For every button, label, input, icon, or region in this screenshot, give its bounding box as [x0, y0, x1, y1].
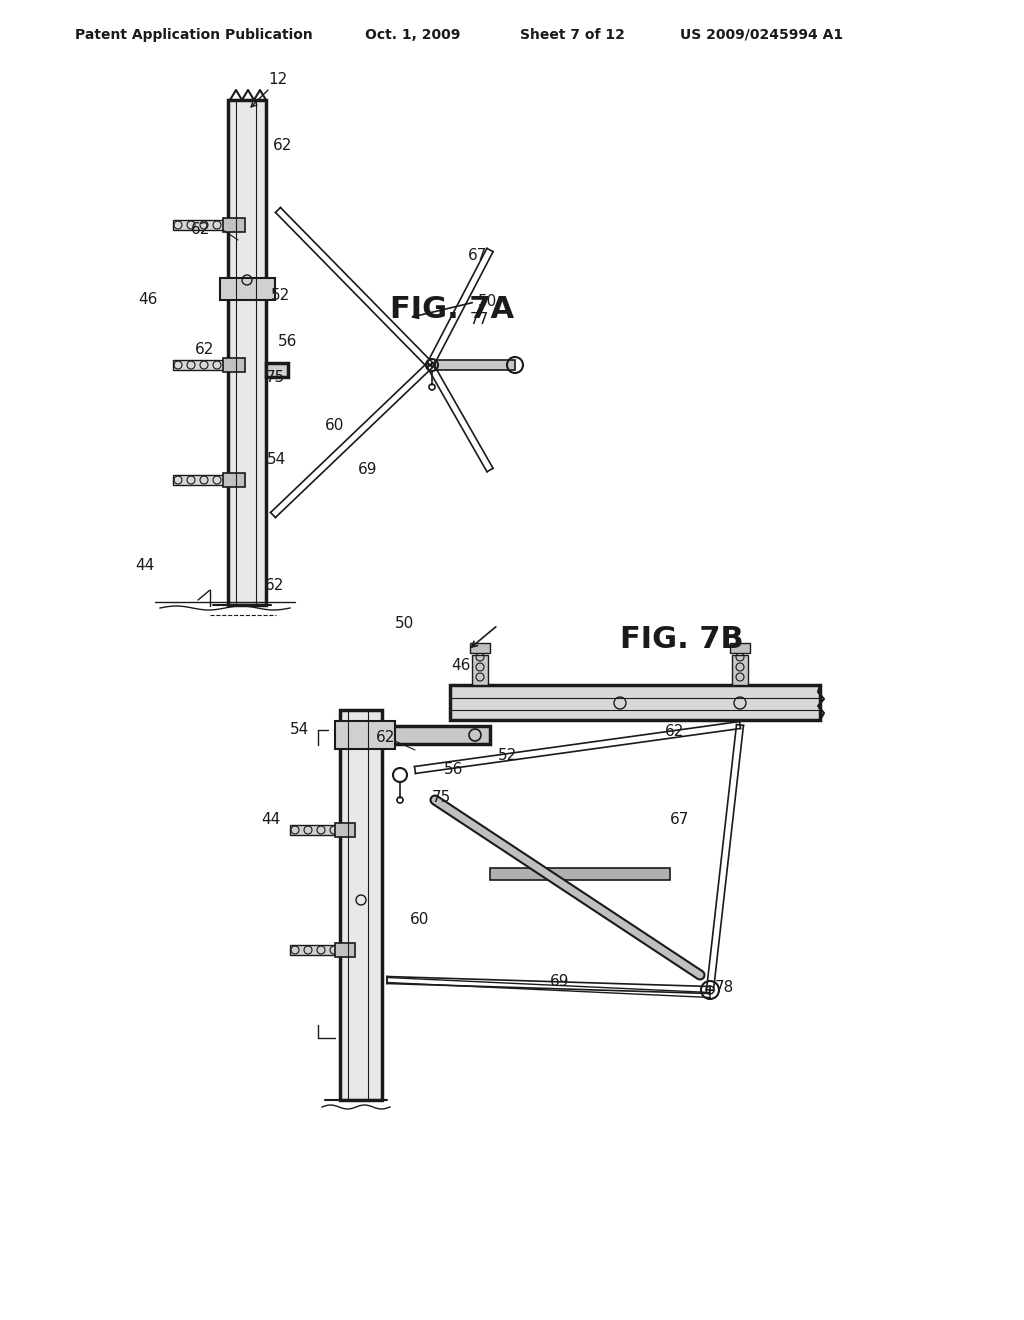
Bar [223, 218, 245, 232]
Bar [335, 822, 355, 837]
Text: 69: 69 [550, 974, 569, 990]
Text: 56: 56 [444, 763, 464, 777]
Text: 67: 67 [468, 248, 487, 263]
Bar [490, 869, 670, 880]
Text: 54: 54 [290, 722, 309, 738]
Bar [223, 473, 245, 487]
Text: 69: 69 [358, 462, 378, 478]
Text: 62: 62 [190, 223, 210, 238]
Bar [290, 825, 340, 836]
Text: Sheet 7 of 12: Sheet 7 of 12 [520, 28, 625, 42]
Bar [730, 643, 750, 653]
Text: 75: 75 [432, 791, 452, 805]
Text: 12: 12 [268, 73, 288, 87]
Bar [173, 360, 228, 370]
Text: 62: 62 [265, 578, 285, 593]
Bar [223, 358, 245, 372]
Bar [472, 655, 488, 685]
Bar [335, 942, 355, 957]
Text: 44: 44 [136, 557, 155, 573]
Text: Patent Application Publication: Patent Application Publication [75, 28, 312, 42]
Text: 60: 60 [325, 417, 344, 433]
Text: 77: 77 [470, 313, 489, 327]
Text: 46: 46 [138, 293, 158, 308]
Text: 62: 62 [376, 730, 395, 744]
Text: 56: 56 [278, 334, 297, 350]
Bar [380, 726, 490, 744]
Bar [435, 360, 515, 370]
Text: 62: 62 [665, 725, 684, 739]
Bar [290, 945, 340, 954]
Bar [470, 643, 490, 653]
Bar [450, 685, 820, 719]
Text: 62: 62 [273, 137, 293, 153]
Text: 62: 62 [195, 342, 214, 358]
Bar [340, 710, 382, 1100]
Text: 50: 50 [395, 615, 415, 631]
Text: 46: 46 [451, 657, 470, 672]
Bar [220, 279, 275, 300]
Bar [173, 475, 228, 484]
Bar [228, 100, 266, 605]
Text: 54: 54 [267, 453, 287, 467]
Bar [173, 220, 228, 230]
Text: 60: 60 [410, 912, 429, 928]
Text: FIG. 7B: FIG. 7B [620, 626, 743, 655]
Text: 78: 78 [715, 981, 734, 995]
Text: US 2009/0245994 A1: US 2009/0245994 A1 [680, 28, 843, 42]
Bar [732, 655, 748, 685]
Text: FIG. 7A: FIG. 7A [390, 296, 514, 325]
Text: 75: 75 [266, 371, 286, 385]
Text: 52: 52 [498, 747, 517, 763]
Text: 67: 67 [670, 813, 689, 828]
Circle shape [706, 986, 714, 994]
Bar [266, 363, 288, 378]
Bar [335, 721, 395, 748]
Text: 50: 50 [478, 294, 498, 309]
Text: 52: 52 [271, 288, 290, 302]
Text: Oct. 1, 2009: Oct. 1, 2009 [365, 28, 461, 42]
Text: 44: 44 [261, 813, 280, 828]
